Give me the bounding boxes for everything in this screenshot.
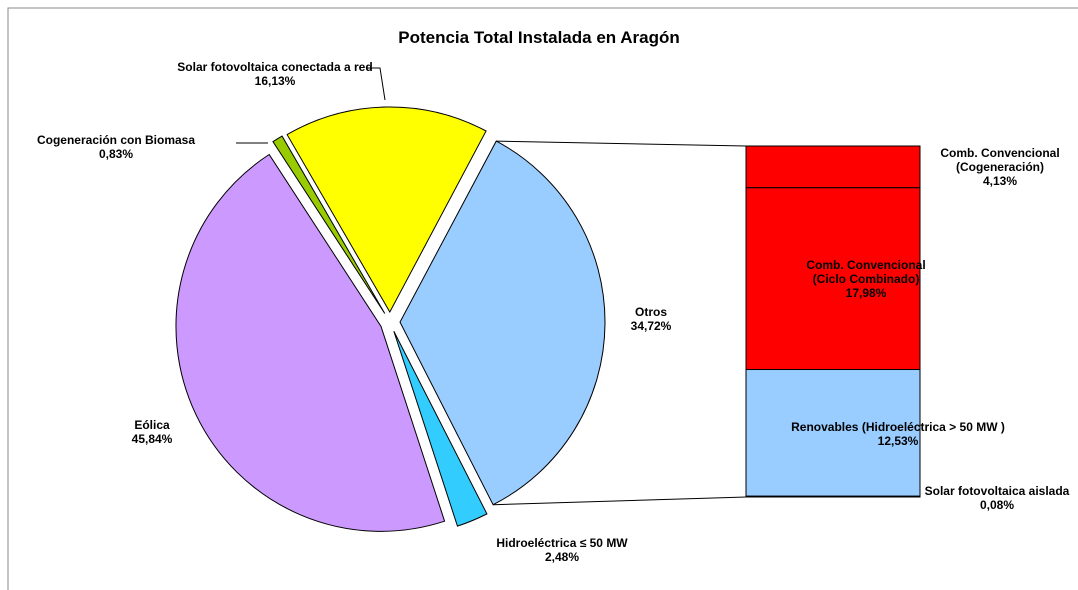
label-name: Comb. Convencional (Ciclo Combinado) xyxy=(806,258,926,286)
bar-segment xyxy=(745,145,921,189)
label-value: 0,08% xyxy=(979,498,1015,512)
leader-line xyxy=(367,67,386,101)
pie-slice xyxy=(286,106,487,314)
pie-slice xyxy=(393,331,488,527)
label-name: Renovables (Hidroeléctrica > 50 MW ) xyxy=(791,420,1005,434)
data-label: Otros 34,72% xyxy=(611,305,691,333)
data-label: Comb. Convencional (Cogeneración) 4,13% xyxy=(925,146,1075,188)
connector-line xyxy=(496,140,747,147)
label-value: 45,84% xyxy=(131,432,173,446)
label-name: Solar fotovoltaica conectada a red xyxy=(177,60,373,74)
chart-title: Potencia Total Instalada en Aragón xyxy=(398,28,680,47)
label-value: 4,13% xyxy=(982,174,1018,188)
data-label: Solar fotovoltaica aislada 0,08% xyxy=(907,484,1078,512)
pie-slice xyxy=(175,153,446,532)
label-name: Eólica xyxy=(134,418,170,432)
label-value: 16,13% xyxy=(254,74,296,88)
label-name: Otros xyxy=(634,305,667,319)
pie-slice xyxy=(272,135,386,314)
data-label: Hidroeléctrica ≤ 50 MW 2,48% xyxy=(462,536,662,564)
label-name: Solar fotovoltaica aislada xyxy=(924,484,1070,498)
data-label: Renovables (Hidroeléctrica > 50 MW ) 12,5… xyxy=(768,420,1028,448)
label-name: Cogeneración con Biomasa xyxy=(36,133,196,147)
label-value: 2,48% xyxy=(544,550,580,564)
chart-border xyxy=(7,7,1078,590)
label-value: 34,72% xyxy=(630,319,672,333)
bar-segment xyxy=(745,495,921,498)
label-name: Comb. Convencional (Cogeneración) xyxy=(940,146,1060,174)
label-value: 12,53% xyxy=(877,434,919,448)
label-value: 17,98% xyxy=(845,286,887,300)
data-label: Cogeneración con Biomasa 0,83% xyxy=(16,133,216,161)
data-label: Solar fotovoltaica conectada a red 16,13% xyxy=(173,60,378,88)
label-value: 0,83% xyxy=(98,147,134,161)
label-name: Hidroeléctrica ≤ 50 MW xyxy=(496,536,628,550)
pie-slice xyxy=(399,140,606,506)
data-label: Eólica 45,84% xyxy=(102,418,202,446)
connector-line xyxy=(493,496,747,506)
data-label: Comb. Convencional (Ciclo Combinado) 17,9… xyxy=(791,258,941,300)
